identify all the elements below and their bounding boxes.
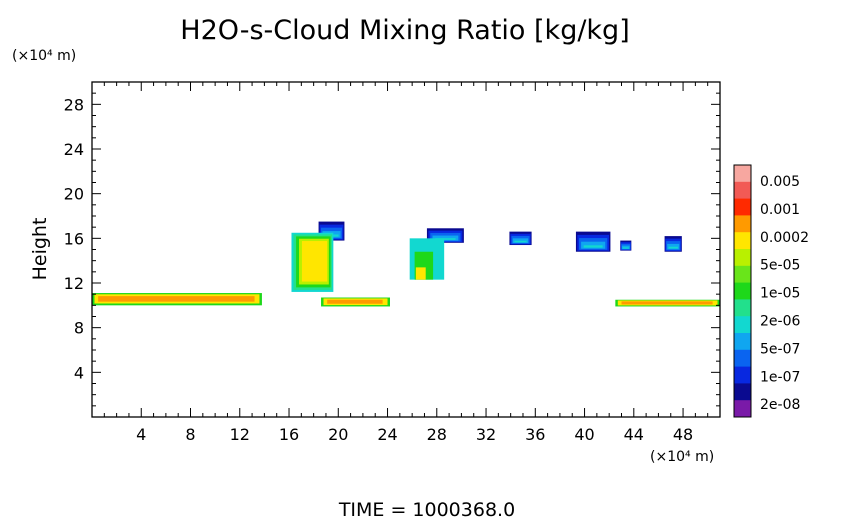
time-label: TIME = 1000368.0 (338, 499, 515, 519)
y-tick-label: 20 (64, 185, 84, 204)
x-unit-label: (×10⁴ m) (650, 449, 714, 465)
colorbar-frame (733, 164, 752, 418)
colorbar-swatch (734, 316, 751, 334)
colorbar-swatch (734, 383, 751, 401)
colorbar-label: 1e-07 (760, 369, 800, 385)
cloud-anvil-6-band-5 (583, 245, 603, 248)
x-tick-label: 32 (476, 425, 496, 444)
cloud-anvil-7-band-4 (621, 245, 630, 250)
cloud-layer-9-inner (98, 296, 255, 302)
y-tick-label: 28 (64, 95, 84, 114)
colorbar-swatch (734, 165, 751, 183)
cloud-layer-10-inner (327, 299, 383, 304)
colorbar-swatch (734, 249, 751, 267)
y-tick-label: 4 (74, 363, 84, 382)
y-unit-label: (×10⁴ m) (12, 48, 76, 64)
colorbar-label: 2e-08 (760, 397, 800, 413)
colorbar-label: 2e-06 (760, 314, 800, 330)
y-axis-label: Height (29, 218, 51, 281)
colorbar-label: 1e-05 (760, 286, 800, 302)
x-tick-label: 12 (230, 425, 250, 444)
y-tick-label: 8 (74, 319, 84, 338)
x-tick-label: 20 (328, 425, 348, 444)
cloud-anvil-6-band-4 (581, 241, 606, 249)
colorbar-label: 0.005 (760, 174, 800, 190)
cloud-anvil-8-band-5 (668, 246, 678, 249)
x-tick-label: 44 (624, 425, 644, 444)
colorbar-swatch (734, 265, 751, 284)
cloud-anvil-7-band-5 (622, 247, 629, 249)
x-tick-label: 28 (427, 425, 447, 444)
colorbar-swatch (734, 232, 751, 250)
cloud-anvil-5-band-4 (512, 238, 529, 244)
colorbar: 0.005 0.001 0.0002 5e-05 1e-05 2e-06 5e-07 1e-0… (733, 164, 809, 418)
colorbar-swatch (734, 198, 751, 216)
colorbar-swatch (734, 366, 751, 384)
x-tick-label: 36 (525, 425, 545, 444)
colorbar-swatch (734, 181, 751, 200)
colorbar-swatch (734, 299, 751, 317)
colorbar-label: 0.0002 (760, 230, 809, 246)
colorbar-label: 5e-05 (760, 258, 800, 274)
cloud-field (92, 221, 720, 307)
colorbar-swatch (734, 400, 751, 418)
cloud-anvil-3-band-4 (432, 235, 459, 241)
x-tick-label: 8 (185, 425, 195, 444)
y-tick-label: 24 (64, 140, 84, 159)
y-tick-label: 16 (64, 229, 84, 248)
cloud-core-2-band-5 (301, 241, 328, 282)
cloud-layer-11-inner (621, 301, 713, 305)
cloud-column-4-inner (415, 267, 426, 280)
cloud-anvil-3-band-5 (435, 238, 456, 240)
x-tick-label: 48 (673, 425, 693, 444)
colorbar-swatch (734, 215, 751, 233)
colorbar-label: 0.001 (760, 202, 800, 218)
colorbar-swatch (734, 282, 751, 300)
x-tick-label: 16 (279, 425, 299, 444)
y-tick-label: 12 (64, 274, 84, 293)
cloud-marks (92, 221, 720, 307)
colorbar-swatch (734, 349, 751, 368)
colorbar-label: 5e-07 (760, 341, 800, 357)
x-tick-label: 4 (136, 425, 146, 444)
cloud-anvil-5-band-5 (514, 240, 527, 243)
x-tick-label: 24 (377, 425, 397, 444)
colorbar-swatch (734, 333, 751, 351)
cloud-anvil-8-band-4 (667, 243, 680, 250)
x-tick-label: 40 (574, 425, 594, 444)
chart-title: H2O-s-Cloud Mixing Ratio [kg/kg] (180, 15, 629, 46)
